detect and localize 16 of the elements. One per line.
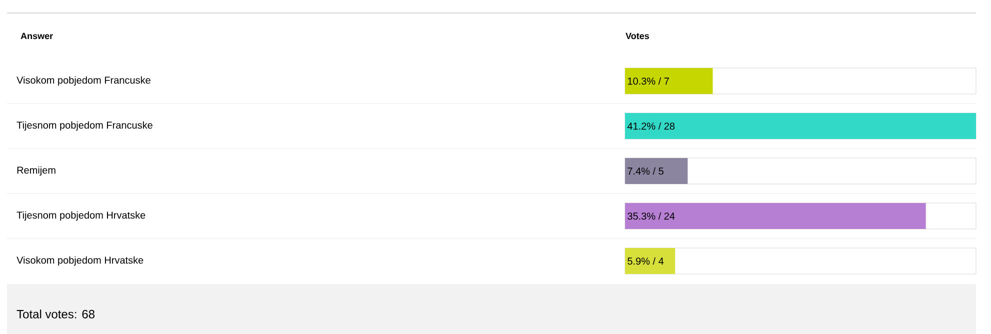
- y-tick-label: Remijem: [17, 166, 56, 176]
- data-label: 41.2% / 28: [627, 122, 675, 130]
- data-label: 7.4% / 5: [628, 167, 664, 175]
- y-tick-label: Visokom pobjedom Hrvatske: [16, 256, 144, 266]
- data-label: 5.9% / 4: [628, 257, 664, 265]
- y-tick-label: Tijesnom pobjedom Hrvatske: [16, 211, 146, 221]
- y-axis-title: Answer: [20, 32, 53, 40]
- x-axis-title: Votes: [626, 32, 650, 40]
- text: Total votes: 68: [16, 310, 95, 318]
- bar: [625, 158, 688, 184]
- y-tick-label: Tijesnom pobjedom Francuske: [16, 121, 152, 131]
- data-label: 10.3% / 7: [628, 77, 669, 85]
- bar: [625, 248, 676, 274]
- y-tick-label: Visokom pobjedom Francuske: [16, 76, 150, 86]
- bar: [625, 68, 713, 94]
- data-label: 35.3% / 24: [628, 212, 675, 220]
